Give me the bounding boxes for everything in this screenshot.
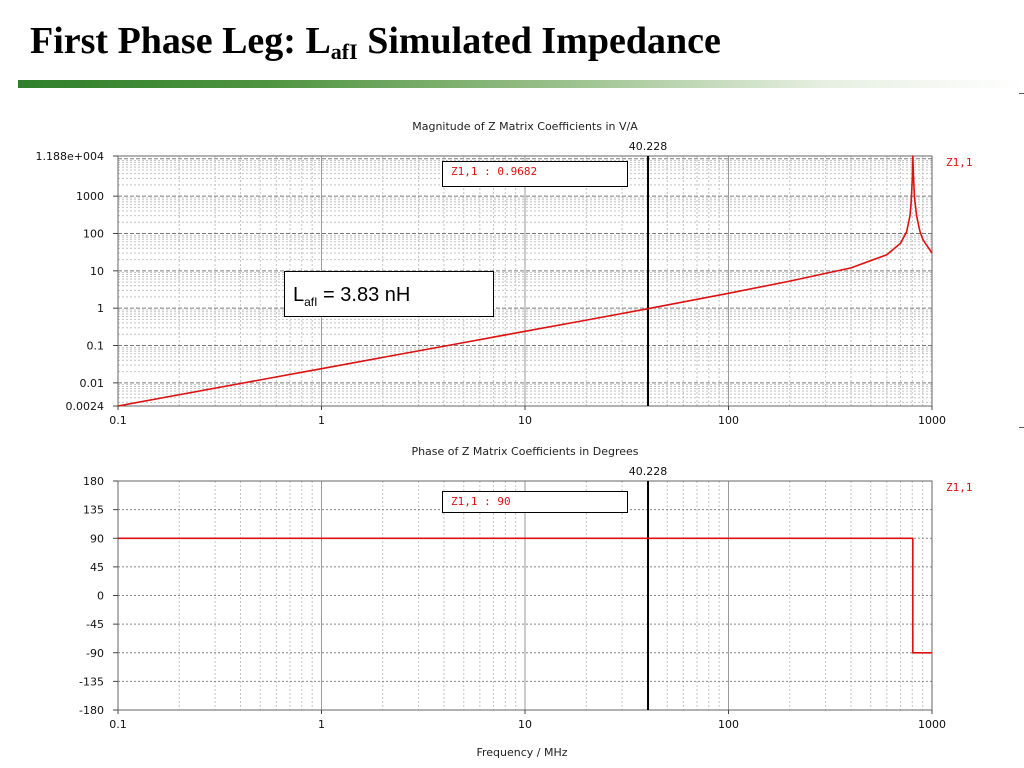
magnitude-series-line <box>117 155 933 407</box>
magnitude-marker-readout: Z1,1 : 0.9682 <box>442 161 628 187</box>
inductance-value: = 3.83 nH <box>317 284 411 306</box>
phase-y-tick-label: 90 <box>90 532 104 545</box>
phase-y-tick-label: -45 <box>86 618 104 631</box>
magnitude-y-tick-label: 1 <box>97 302 104 315</box>
inductance-symbol: L <box>293 284 305 306</box>
phase-marker-readout: Z1,1 : 90 <box>442 491 628 513</box>
phase-series-line <box>118 537 932 654</box>
slide-title: First Phase Leg: LafI Simulated Impedanc… <box>30 16 721 77</box>
phase-y-tick-label: 135 <box>83 504 104 517</box>
phase-x-tick-label: 10 <box>518 718 532 731</box>
title-underline-bar <box>18 80 1024 88</box>
title-subscript: afI <box>330 39 358 64</box>
phase-y-tick-label: 45 <box>90 561 104 574</box>
magnitude-y-tick-label: 0.0024 <box>66 400 105 413</box>
phase-y-tick-label: 180 <box>83 475 104 488</box>
phase-y-tick-label: -90 <box>86 647 104 660</box>
phase-chart-title: Phase of Z Matrix Coefficients in Degree… <box>411 445 638 458</box>
phase-x-tick-label: 0.1 <box>109 718 127 731</box>
title-text-before: First Phase Leg: L <box>30 20 331 62</box>
phase-y-tick-label: -180 <box>79 704 104 717</box>
edge-tick-bottom <box>1019 427 1024 428</box>
magnitude-x-tick-label: 10 <box>518 414 532 427</box>
magnitude-y-tick-label: 0.1 <box>87 340 105 353</box>
phase-legend-label: Z1,1 <box>946 481 973 494</box>
magnitude-y-tick-label: 100 <box>83 227 104 240</box>
phase-y-tick-label: -135 <box>79 675 104 688</box>
phase-marker-value: 40.228 <box>629 465 668 478</box>
magnitude-x-tick-label: 0.1 <box>109 414 127 427</box>
inductance-subscript: afI <box>304 295 318 309</box>
magnitude-y-tick-label: 0.01 <box>80 377 105 390</box>
title-text-after: Simulated Impedance <box>357 20 721 62</box>
edge-tick-top <box>1019 93 1024 94</box>
phase-x-tick-label: 1 <box>318 718 325 731</box>
magnitude-y-tick-label: 1.188e+004 <box>36 150 104 163</box>
magnitude-x-tick-label: 100 <box>718 414 739 427</box>
magnitude-y-tick-label: 1000 <box>76 190 104 203</box>
phase-y-tick-label: 0 <box>97 590 104 603</box>
magnitude-marker-value: 40.228 <box>629 140 668 153</box>
magnitude-chart-title: Magnitude of Z Matrix Coefficients in V/… <box>412 120 638 133</box>
phase-x-tick-label: 1000 <box>918 718 946 731</box>
phase-x-tick-label: 100 <box>718 718 739 731</box>
magnitude-y-tick-label: 10 <box>90 265 104 278</box>
phase-x-axis-label: Frequency / MHz <box>476 746 567 759</box>
magnitude-legend-label: Z1,1 <box>946 156 973 169</box>
inductance-annotation: LafI = 3.83 nH <box>284 271 494 317</box>
magnitude-x-tick-label: 1 <box>318 414 325 427</box>
magnitude-x-tick-label: 1000 <box>918 414 946 427</box>
